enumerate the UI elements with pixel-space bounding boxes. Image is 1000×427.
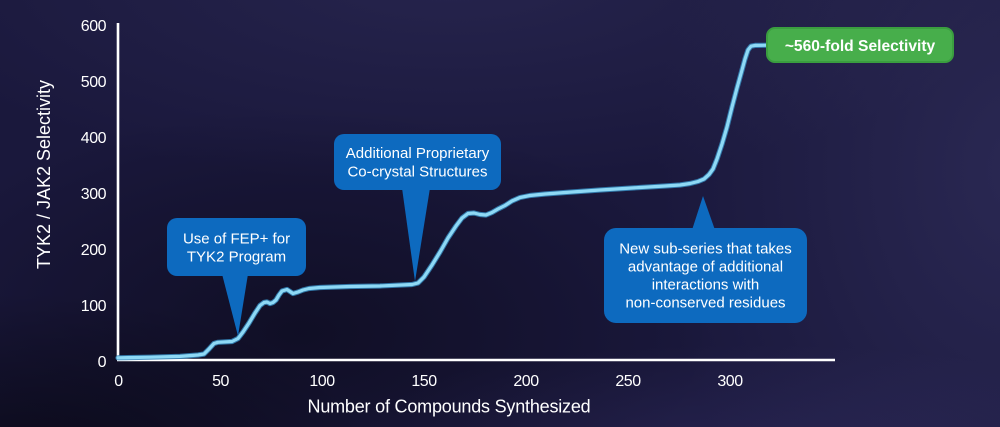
svg-text:Use of FEP+ for: Use of FEP+ for [183,230,290,247]
svg-text:~560-fold Selectivity: ~560-fold Selectivity [785,38,936,55]
svg-text:100: 100 [309,373,335,390]
svg-text:400: 400 [81,130,107,147]
svg-text:300: 300 [717,373,743,390]
svg-text:TYK2 / JAK2 Selectivity: TYK2 / JAK2 Selectivity [34,80,54,269]
svg-text:TYK2 Program: TYK2 Program [187,248,286,265]
svg-text:interactions with: interactions with [652,276,760,293]
svg-text:0: 0 [114,373,123,390]
svg-text:500: 500 [81,74,107,91]
svg-text:advantage of additional: advantage of additional [628,258,783,275]
svg-text:300: 300 [81,186,107,203]
svg-text:non-conserved residues: non-conserved residues [625,294,785,311]
svg-text:Co-crystal Structures: Co-crystal Structures [347,163,487,180]
svg-text:50: 50 [212,373,229,390]
svg-text:250: 250 [615,373,641,390]
svg-text:600: 600 [81,18,107,35]
svg-text:Additional Proprietary: Additional Proprietary [346,145,490,162]
svg-text:Number of Compounds Synthesize: Number of Compounds Synthesized [308,397,591,417]
svg-text:200: 200 [81,242,107,259]
svg-text:200: 200 [513,373,539,390]
svg-text:100: 100 [81,298,107,315]
svg-text:0: 0 [98,354,107,371]
svg-text:150: 150 [411,373,437,390]
svg-text:New sub-series that takes: New sub-series that takes [619,240,792,257]
